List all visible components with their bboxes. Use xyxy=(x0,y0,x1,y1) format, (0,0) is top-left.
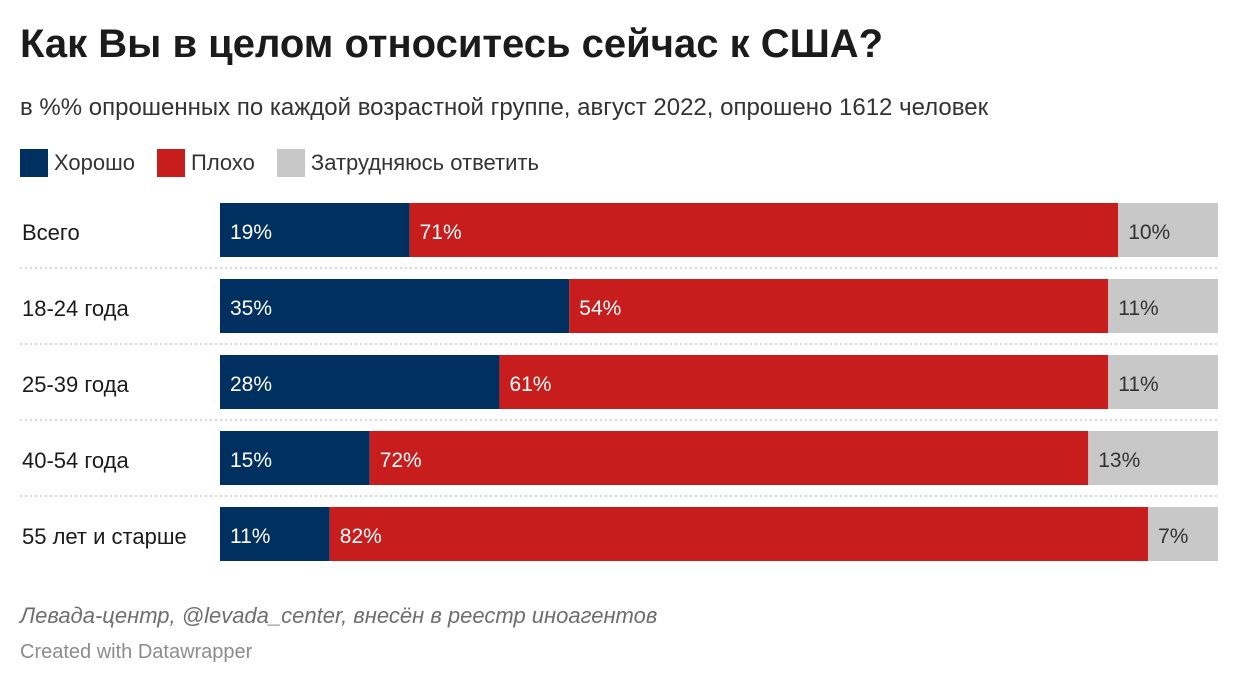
stacked-bar-chart: Всего 19% 71% 10% 18-24 года 35% 54% 11% 25-39 г… xyxy=(20,203,1218,561)
chart-title: Как Вы в целом относитесь сейчас к США? xyxy=(20,22,884,66)
bar-segment xyxy=(220,203,410,257)
data-label: 19% xyxy=(230,221,272,244)
legend-label-undecided: Затрудняюсь ответить xyxy=(310,150,539,175)
data-label: 11% xyxy=(1118,373,1158,396)
data-label: 61% xyxy=(509,373,551,396)
data-label: 11% xyxy=(1118,297,1158,320)
bar-segment xyxy=(1148,507,1218,561)
bar-segment xyxy=(1108,279,1218,333)
bar-segment xyxy=(220,507,330,561)
legend-swatch-undecided xyxy=(276,149,305,177)
bar-segment xyxy=(220,279,570,333)
legend-label-good: Хорошо xyxy=(54,150,136,175)
legend-swatch-good xyxy=(20,149,48,177)
category-label: 25-39 года xyxy=(22,372,130,397)
bar-segment xyxy=(1118,203,1218,257)
legend-item-undecided: Затрудняюсь ответить xyxy=(276,149,539,177)
category-label: Всего xyxy=(22,220,80,245)
legend-swatch-bad xyxy=(157,149,186,177)
bar-segment xyxy=(569,279,1109,333)
data-label: 72% xyxy=(380,449,422,472)
bar-segment xyxy=(1108,355,1218,409)
data-label: 10% xyxy=(1128,221,1170,244)
chart-legend: Хорошо Плохо Затрудняюсь ответить xyxy=(20,148,561,178)
bar-segment xyxy=(1088,431,1218,485)
data-label: 15% xyxy=(230,449,272,472)
bar-segment xyxy=(220,355,500,409)
datawrapper-credit: Created with Datawrapper xyxy=(20,641,253,663)
bar-segment xyxy=(369,431,1089,485)
data-label: 35% xyxy=(230,297,272,320)
data-label: 28% xyxy=(230,373,272,396)
category-label: 55 лет и старше xyxy=(22,524,187,549)
legend-item-bad: Плохо xyxy=(157,149,255,177)
data-label: 7% xyxy=(1158,525,1188,548)
bar-segment xyxy=(329,507,1149,561)
bar-segment xyxy=(220,431,370,485)
bar-segment xyxy=(409,203,1119,257)
data-label: 82% xyxy=(340,525,382,548)
source-note: Левада-центр, @levada_center, внесён в р… xyxy=(20,603,658,628)
data-label: 71% xyxy=(420,221,462,244)
data-label: 13% xyxy=(1098,449,1140,472)
category-label: 40-54 года xyxy=(22,448,130,473)
data-label: 54% xyxy=(579,297,621,320)
category-label: 18-24 года xyxy=(22,296,130,321)
chart-subtitle: в %% опрошенных по каждой возрастной гру… xyxy=(20,94,989,121)
data-label: 11% xyxy=(230,525,270,548)
bar-segment xyxy=(499,355,1109,409)
legend-label-bad: Плохо xyxy=(191,150,255,175)
legend-item-good: Хорошо xyxy=(20,149,135,177)
